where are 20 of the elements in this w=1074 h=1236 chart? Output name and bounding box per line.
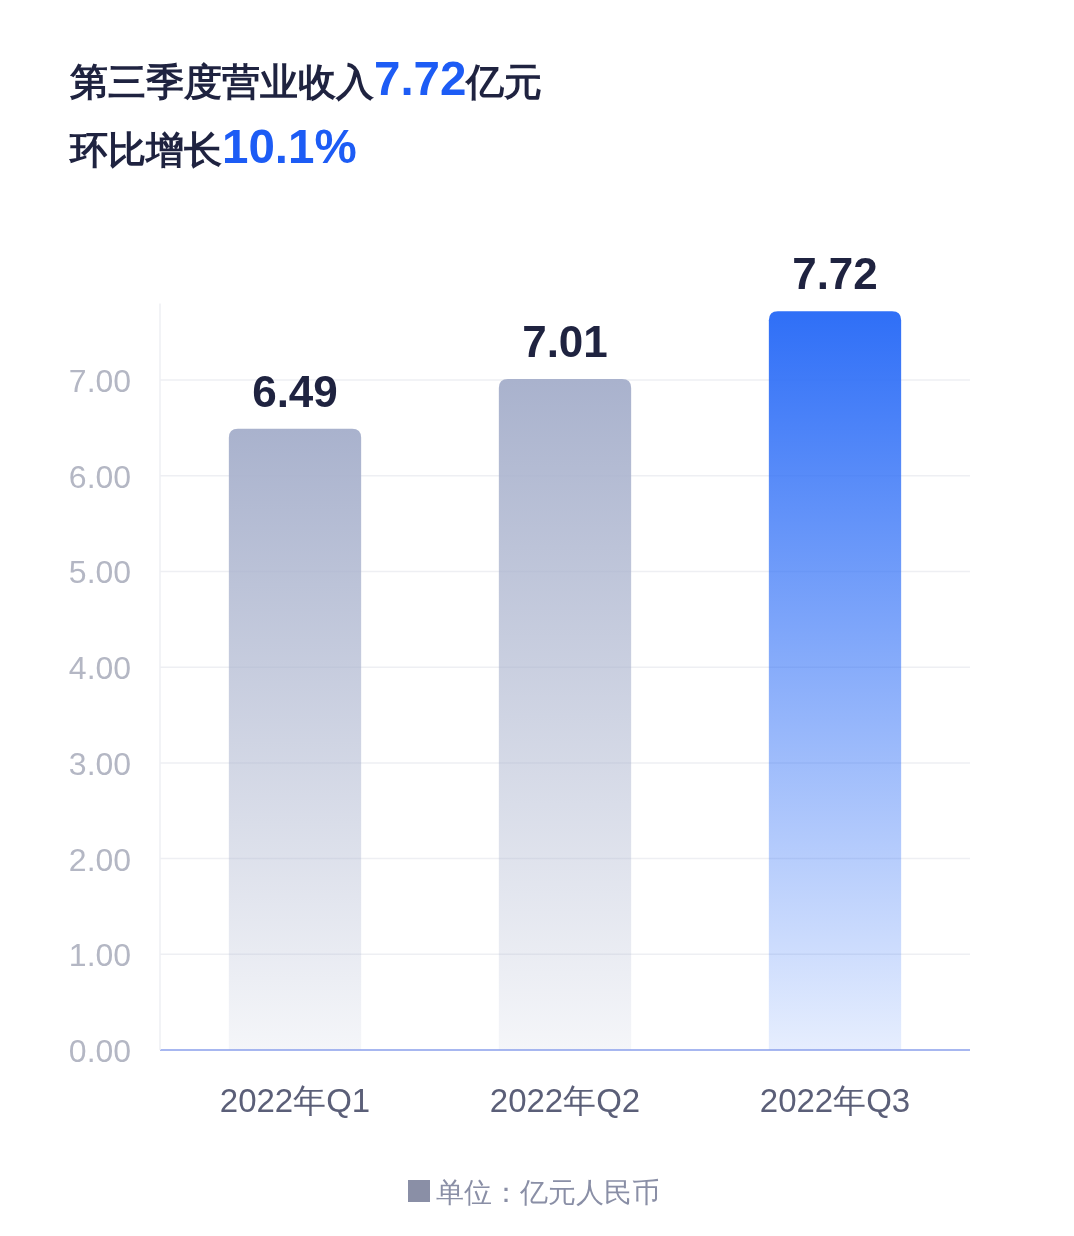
bar (228, 428, 362, 1050)
y-tick-label: 3.00 (68, 745, 132, 782)
data-label: 7.72 (792, 249, 878, 299)
y-tick-label: 4.00 (68, 650, 132, 687)
bar (768, 311, 902, 1050)
y-tick-label: 7.00 (68, 363, 132, 400)
bar (498, 379, 632, 1050)
data-label: 6.49 (252, 366, 338, 416)
x-tick-label: 2022年Q3 (759, 1082, 911, 1119)
y-tick-label: 5.00 (68, 554, 132, 591)
y-tick-label: 0.00 (68, 1033, 132, 1069)
x-tick-label: 2022年Q1 (219, 1082, 371, 1119)
data-label: 7.01 (522, 317, 608, 367)
y-tick-label: 2.00 (68, 841, 132, 878)
text: 单位：亿元人民币 (436, 1177, 660, 1208)
y-tick-label: 1.00 (68, 937, 132, 974)
x-tick-label: 2022年Q2 (489, 1082, 641, 1119)
y-tick-label: 6.00 (68, 458, 132, 495)
chart-title: 第三季度营业收入7.72亿元 (69, 52, 543, 105)
chart-subtitle: 环比增长10.1% (68, 120, 357, 173)
